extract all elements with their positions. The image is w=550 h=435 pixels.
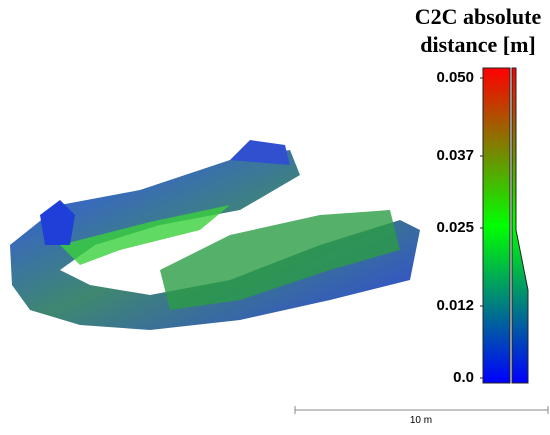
scale-bar-label: 10 m: [410, 415, 432, 426]
point-cloud: [10, 140, 420, 330]
colorbar-title: C2C absolute: [415, 4, 542, 29]
colorbar-tick-label: 0.012: [436, 297, 474, 314]
colorbar-histogram: [511, 67, 529, 384]
colorbar: [482, 67, 511, 384]
colorbar-tick-label: 0.0: [453, 369, 474, 386]
colorbar-tick-label: 0.050: [436, 69, 474, 86]
colorbar-tick-label: 0.025: [436, 219, 474, 236]
colorbar-tick-label: 0.037: [436, 147, 474, 164]
colorbar-title: distance [m]: [420, 32, 535, 57]
